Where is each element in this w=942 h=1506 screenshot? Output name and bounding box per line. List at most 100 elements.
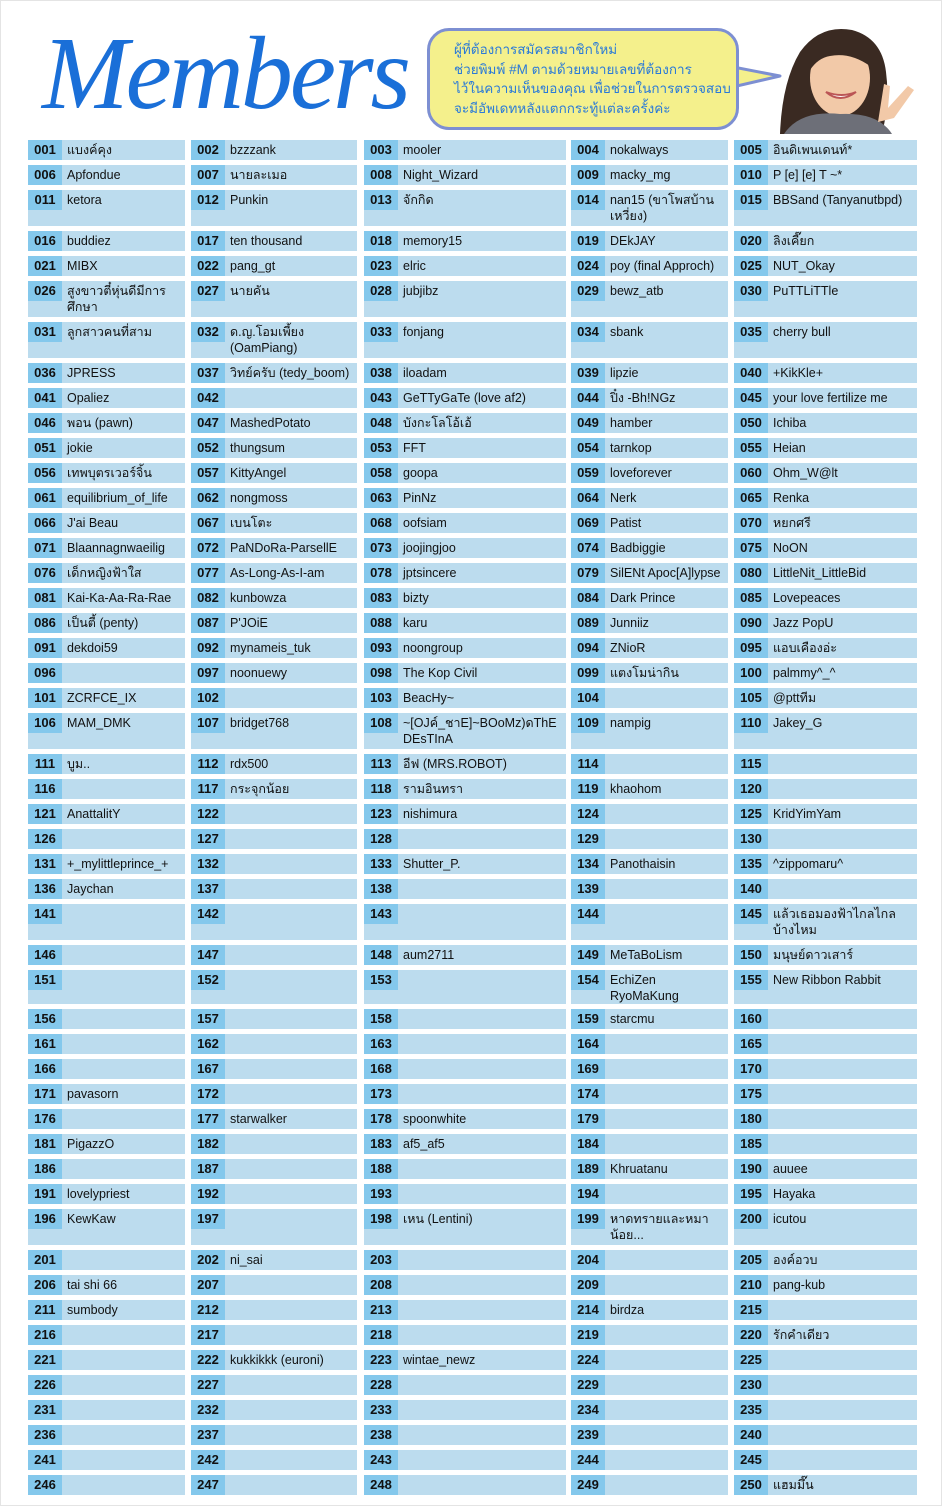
member-name xyxy=(768,1134,776,1136)
member-slot: 250 แฮมมึ๊น xyxy=(734,1475,917,1495)
member-slot: 041 Opaliez xyxy=(28,388,185,408)
member-number: 102 xyxy=(191,688,225,708)
member-number: 041 xyxy=(28,388,62,408)
member-row: 036 JPRESS 037 วิทย์ครับ (tedy_boom) 038 iloa… xyxy=(28,363,917,383)
member-name xyxy=(398,1300,406,1302)
member-name xyxy=(398,1475,406,1477)
member-name: BBSand (Tanyanutbpd) xyxy=(773,193,903,207)
member-slot: 127 xyxy=(191,829,357,849)
member-name xyxy=(225,1034,233,1036)
page-title: Members xyxy=(42,16,411,131)
member-slot: 083 bizty xyxy=(364,588,566,608)
member-number: 023 xyxy=(364,256,398,276)
member-name: starcmu xyxy=(610,1012,655,1026)
member-number: 080 xyxy=(734,563,768,583)
member-number: 155 xyxy=(734,970,768,990)
member-slot: 058 goopa xyxy=(364,463,566,483)
member-number: 177 xyxy=(191,1109,225,1129)
member-number: 032 xyxy=(191,322,225,342)
member-slot: 177 starwalker xyxy=(191,1109,357,1129)
member-number: 135 xyxy=(734,854,768,874)
member-name: pang_gt xyxy=(230,259,276,273)
member-number: 198 xyxy=(364,1209,398,1229)
member-number: 191 xyxy=(28,1184,62,1204)
member-slot: 032 ด.ญ.โอมเพี้ยง (OamPiang) xyxy=(191,322,357,358)
member-row: 026 สูงขาวตี๋หุ่นดีมีการศึกษา 027 นายคัน 028… xyxy=(28,281,917,317)
member-slot: 230 xyxy=(734,1375,917,1395)
member-slot: 194 xyxy=(571,1184,728,1204)
member-name xyxy=(62,945,70,947)
member-name: macky_mg xyxy=(610,168,671,182)
member-number: 237 xyxy=(191,1425,225,1445)
member-number: 233 xyxy=(364,1400,398,1420)
member-slot: 139 xyxy=(571,879,728,899)
member-row: 171 pavasorn 172 173 174 175 xyxy=(28,1084,917,1104)
member-number: 097 xyxy=(191,663,225,683)
member-number: 067 xyxy=(191,513,225,533)
member-number: 058 xyxy=(364,463,398,483)
member-number: 217 xyxy=(191,1325,225,1345)
member-name: iloadam xyxy=(403,366,447,380)
member-name xyxy=(62,1059,70,1061)
member-name: birdza xyxy=(610,1303,645,1317)
member-name: karu xyxy=(403,616,428,630)
member-name: noonuewy xyxy=(230,666,287,680)
member-number: 182 xyxy=(191,1134,225,1154)
member-name xyxy=(225,970,233,972)
member-slot: 057 KittyAngel xyxy=(191,463,357,483)
member-name: อินดิเพนเดนท์* xyxy=(773,143,853,157)
member-number: 171 xyxy=(28,1084,62,1104)
member-number: 104 xyxy=(571,688,605,708)
member-slot: 096 xyxy=(28,663,185,683)
member-number: 056 xyxy=(28,463,62,483)
member-number: 010 xyxy=(734,165,768,185)
member-number: 164 xyxy=(571,1034,605,1054)
member-name: bzzzank xyxy=(230,143,276,157)
member-slot: 069 Patist xyxy=(571,513,728,533)
member-name: New Ribbon Rabbit xyxy=(773,973,881,987)
member-number: 185 xyxy=(734,1134,768,1154)
member-slot: 192 xyxy=(191,1184,357,1204)
member-number: 049 xyxy=(571,413,605,433)
member-slot: 207 xyxy=(191,1275,357,1295)
member-slot: 086 เป็นตี้ (penty) xyxy=(28,613,185,633)
member-slot: 036 JPRESS xyxy=(28,363,185,383)
member-slot: 238 xyxy=(364,1425,566,1445)
member-number: 201 xyxy=(28,1250,62,1270)
member-number: 226 xyxy=(28,1375,62,1395)
member-number: 248 xyxy=(364,1475,398,1495)
member-number: 250 xyxy=(734,1475,768,1495)
member-name: KewKaw xyxy=(67,1212,116,1226)
member-name xyxy=(398,1059,406,1061)
member-name: palmmy^_^ xyxy=(773,666,836,680)
member-slot: 004 nokalways xyxy=(571,140,728,160)
member-number: 236 xyxy=(28,1425,62,1445)
member-slot: 120 xyxy=(734,779,917,799)
member-number: 178 xyxy=(364,1109,398,1129)
member-name: หาดทรายและหมาน้อย... xyxy=(610,1212,709,1242)
member-number: 167 xyxy=(191,1059,225,1079)
member-slot: 059 loveforever xyxy=(571,463,728,483)
member-row: 201 202 ni_sai 203 204 205 องค์อวบ xyxy=(28,1250,917,1270)
member-name: รักคำเดียว xyxy=(773,1328,830,1342)
member-name xyxy=(225,1184,233,1186)
member-number: 129 xyxy=(571,829,605,849)
member-name: ZCRFCE_IX xyxy=(67,691,137,705)
member-number: 136 xyxy=(28,879,62,899)
member-row: 136 Jaychan 137 138 139 140 xyxy=(28,879,917,899)
member-number: 100 xyxy=(734,663,768,683)
member-row: 086 เป็นตี้ (penty) 087 P'JOiE 088 karu 089 Jun… xyxy=(28,613,917,633)
member-number: 168 xyxy=(364,1059,398,1079)
member-slot: 011 ketora xyxy=(28,190,185,226)
member-number: 161 xyxy=(28,1034,62,1054)
member-slot: 235 xyxy=(734,1400,917,1420)
member-slot: 117 กระจุกน้อย xyxy=(191,779,357,799)
member-slot: 023 elric xyxy=(364,256,566,276)
member-number: 108 xyxy=(364,713,398,733)
member-slot: 138 xyxy=(364,879,566,899)
member-slot: 236 xyxy=(28,1425,185,1445)
member-number: 203 xyxy=(364,1250,398,1270)
member-name: bizty xyxy=(403,591,429,605)
member-name: แตงโมน่ากิน xyxy=(610,666,679,680)
member-slot: 196 KewKaw xyxy=(28,1209,185,1245)
